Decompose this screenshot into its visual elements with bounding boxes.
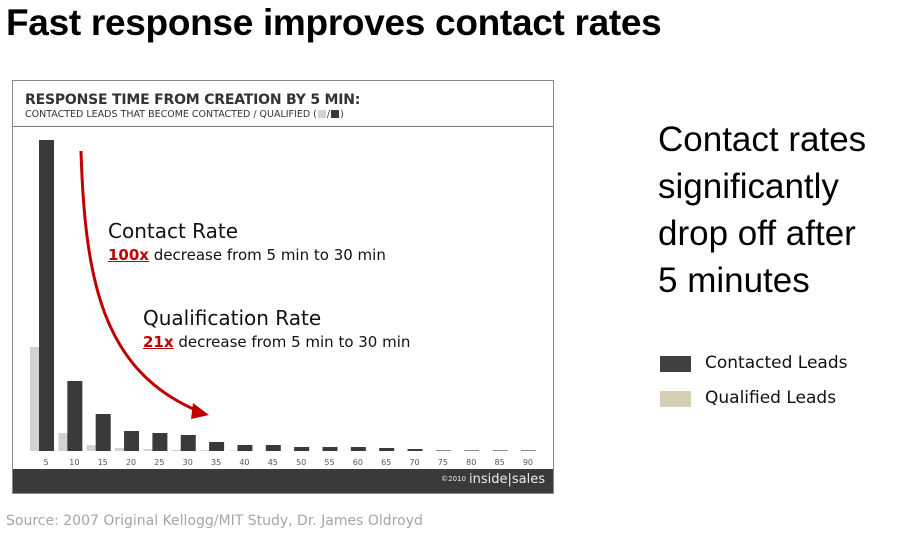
chart-subtitle: CONTACTED LEADS THAT BECOME CONTACTED / … bbox=[25, 109, 344, 120]
x-tick-label: 70 bbox=[409, 458, 420, 467]
takeaway-text: Contact rates significantly drop off aft… bbox=[658, 120, 867, 300]
contacted-bar bbox=[520, 450, 536, 451]
x-tick-label: 35 bbox=[211, 458, 222, 467]
x-tick-label: 40 bbox=[239, 458, 250, 467]
qualified-bar bbox=[171, 450, 188, 451]
contacted-bar bbox=[492, 450, 508, 451]
contacted-bar bbox=[294, 447, 310, 451]
arrowhead-icon bbox=[191, 403, 209, 419]
chart-title: RESPONSE TIME FROM CREATION BY 5 MIN: bbox=[25, 92, 361, 108]
contacted-bar bbox=[407, 449, 423, 451]
qualified-bar bbox=[86, 445, 103, 451]
x-tick-label: 55 bbox=[324, 458, 335, 467]
contacted-bar bbox=[237, 445, 253, 451]
qualified-bar bbox=[200, 450, 217, 451]
legend-qualified-swatch-icon bbox=[660, 391, 691, 407]
qualification-rate-annotation: Qualification Rate 21x decrease from 5 m… bbox=[143, 306, 411, 351]
copyright-brand: ©2010 inside|sales bbox=[441, 472, 545, 487]
contacted-bar bbox=[39, 140, 54, 451]
contacted-bar bbox=[464, 450, 480, 451]
qualified-swatch-icon bbox=[317, 110, 326, 118]
x-tick-label: 75 bbox=[437, 458, 448, 467]
x-tick-label: 85 bbox=[494, 458, 505, 467]
qualified-bar bbox=[228, 450, 245, 451]
contacted-bar bbox=[350, 447, 366, 451]
x-tick-label: 60 bbox=[352, 458, 363, 467]
chart-footer: ©2010 inside|sales bbox=[13, 469, 553, 493]
contacted-bar bbox=[322, 447, 338, 451]
trend-arrow bbox=[79, 150, 199, 413]
contacted-bar bbox=[209, 442, 225, 451]
legend-contacted-swatch-icon bbox=[660, 356, 691, 372]
x-tick-label: 15 bbox=[97, 458, 108, 467]
bar-plot bbox=[30, 140, 536, 451]
x-tick-label: 10 bbox=[69, 458, 80, 467]
contacted-bar bbox=[67, 381, 83, 451]
x-tick-label: 65 bbox=[381, 458, 392, 467]
contacted-bar bbox=[124, 431, 140, 451]
source-citation: Source: 2007 Original Kellogg/MIT Study,… bbox=[6, 513, 423, 529]
contacted-bar bbox=[265, 445, 281, 451]
x-tick-label: 5 bbox=[43, 458, 49, 467]
slide-title: Fast response improves contact rates bbox=[6, 2, 662, 43]
qualified-bar bbox=[143, 449, 160, 451]
x-tick-label: 30 bbox=[182, 458, 193, 467]
chart-header: RESPONSE TIME FROM CREATION BY 5 MIN: CO… bbox=[13, 81, 553, 127]
x-tick-label: 25 bbox=[154, 458, 165, 467]
contacted-bar bbox=[379, 448, 395, 451]
x-tick-label: 80 bbox=[466, 458, 477, 467]
contact-rate-annotation: Contact Rate 100x decrease from 5 min to… bbox=[108, 219, 386, 264]
contacted-swatch-icon bbox=[331, 110, 340, 118]
x-tick-label: 90 bbox=[522, 458, 534, 467]
x-tick-label: 50 bbox=[296, 458, 307, 467]
contacted-bar bbox=[95, 414, 111, 451]
qualified-bar bbox=[115, 448, 132, 451]
contacted-bar bbox=[435, 450, 451, 451]
contacted-bar bbox=[180, 435, 196, 451]
x-tick-label: 20 bbox=[125, 458, 137, 467]
x-tick-label: 45 bbox=[267, 458, 278, 467]
contacted-bar bbox=[152, 433, 168, 451]
chart-figure: RESPONSE TIME FROM CREATION BY 5 MIN: CO… bbox=[12, 80, 554, 494]
